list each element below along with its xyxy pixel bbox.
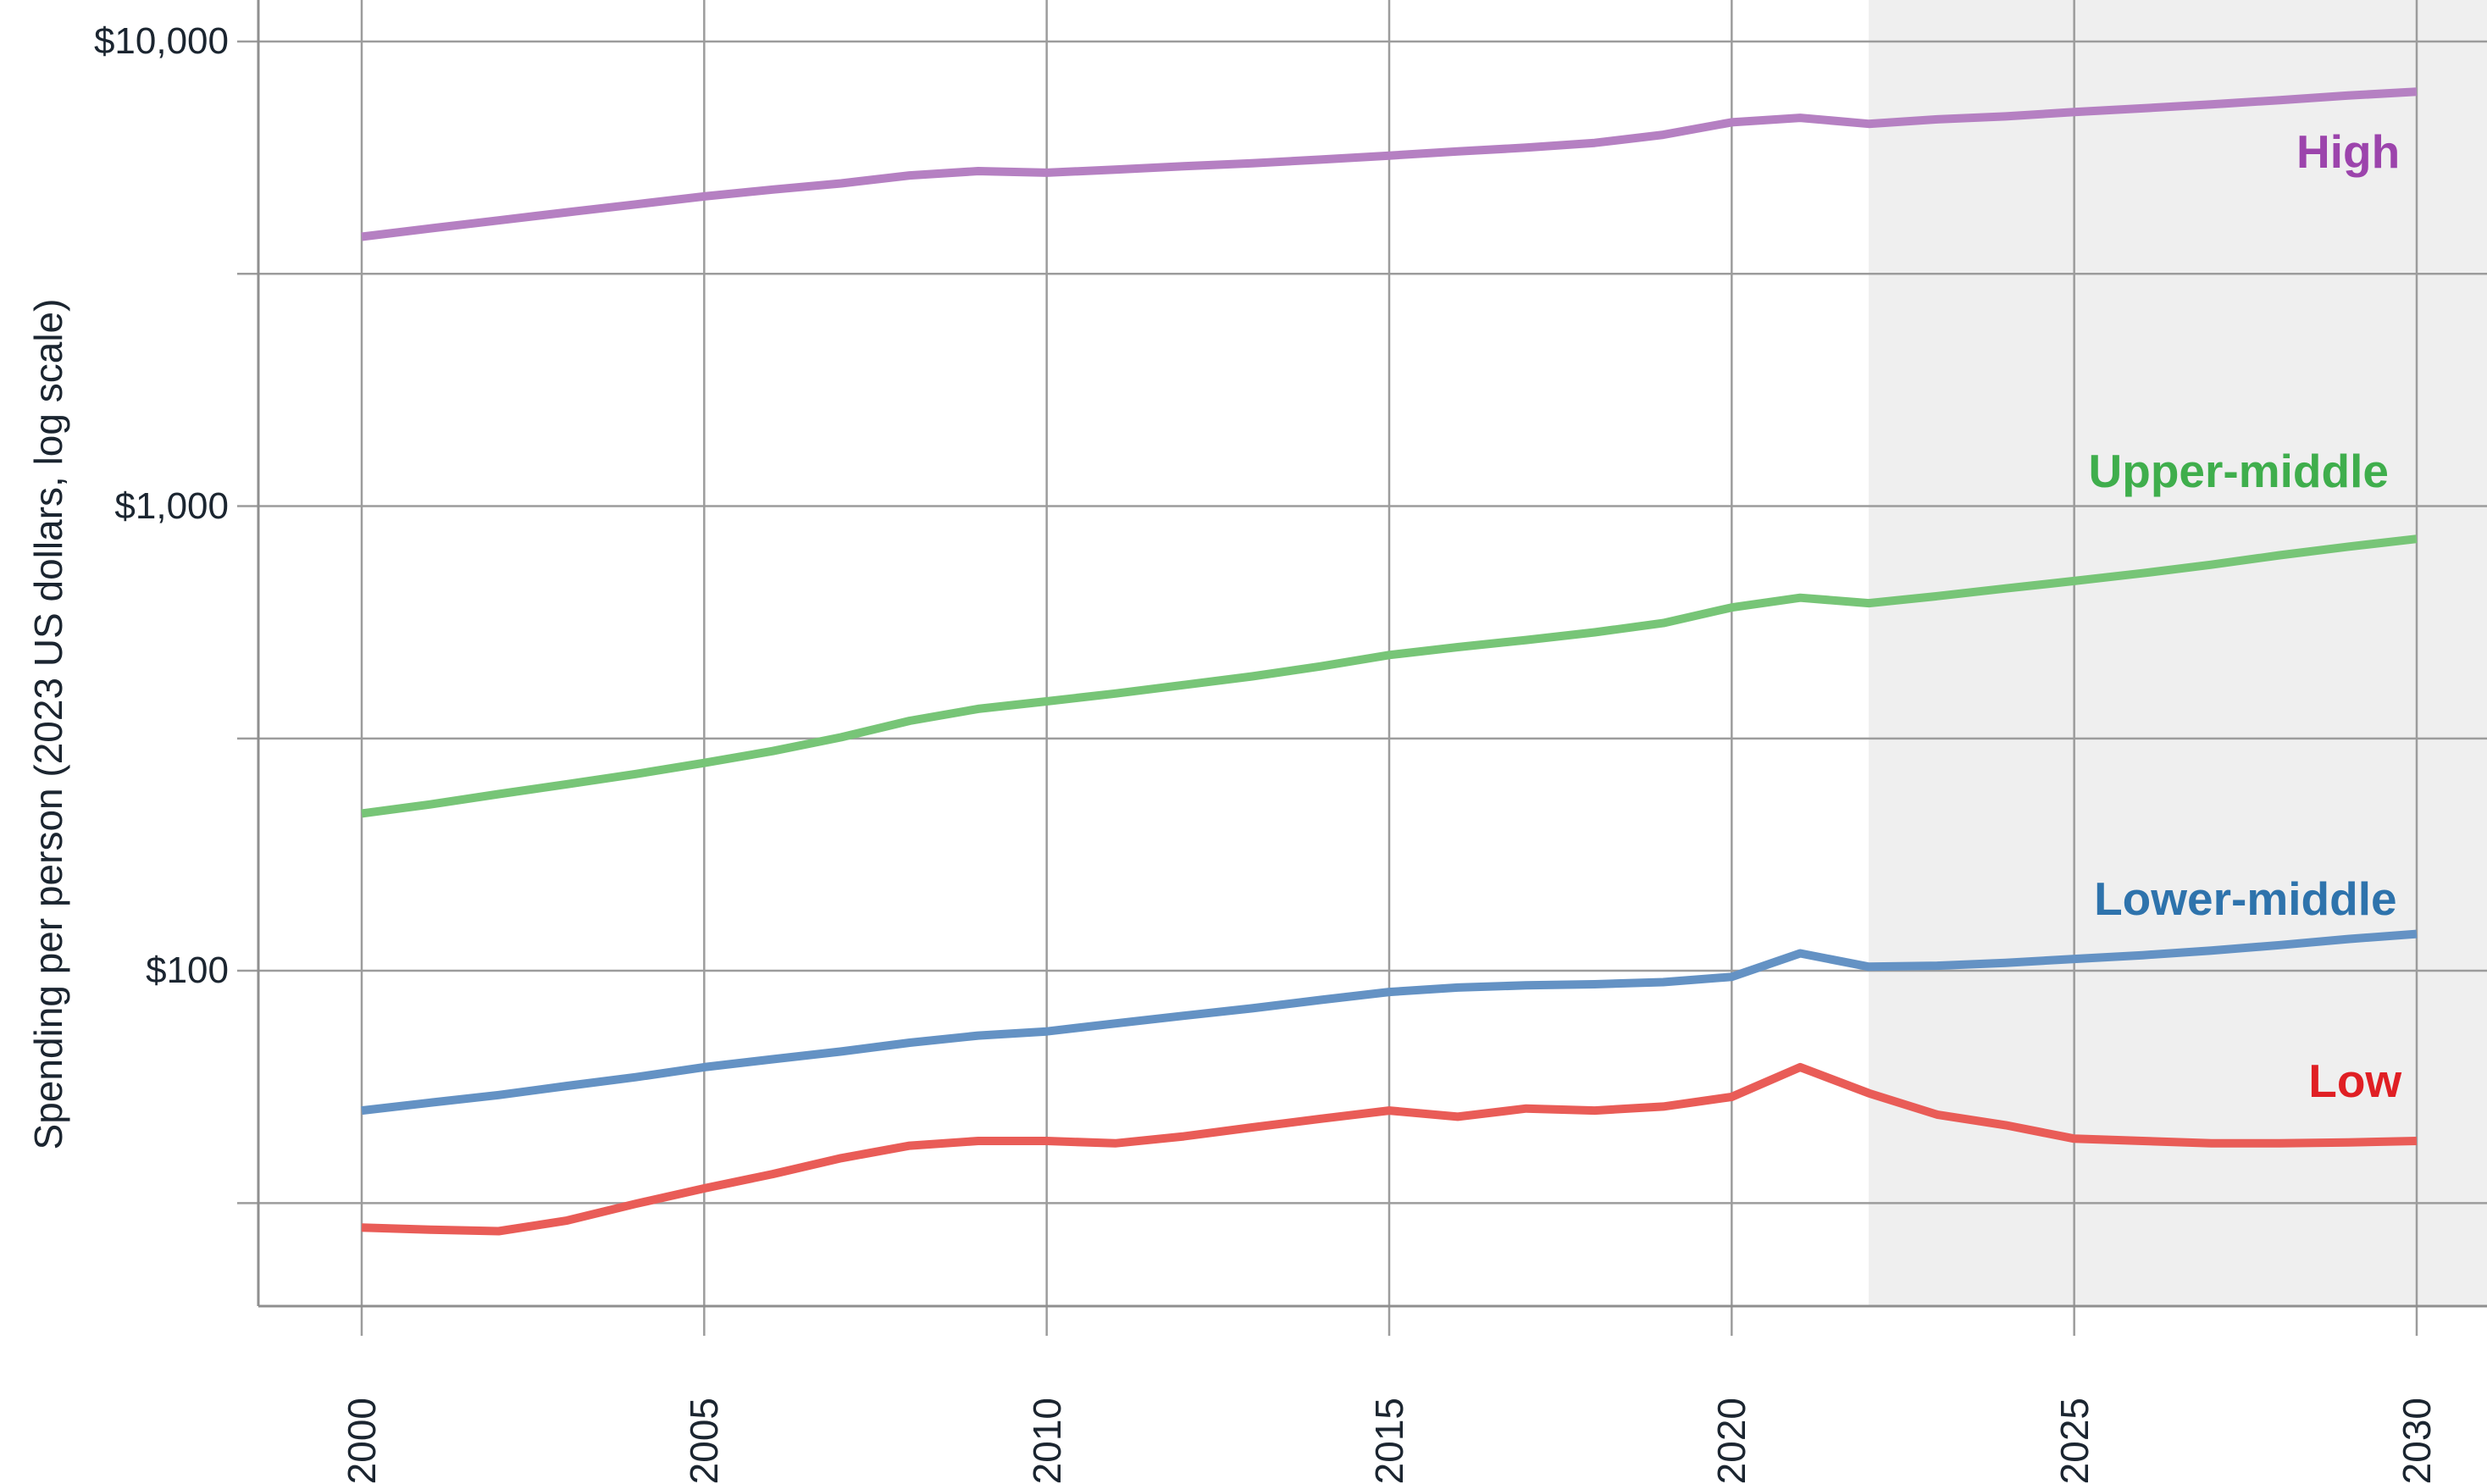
y-tick-label-1000: $1,000: [114, 485, 229, 527]
y-tick-label-100: $100: [146, 950, 229, 991]
x-tick-label-2005: 2005: [682, 1398, 727, 1484]
series-line-upper-middle: [361, 534, 2418, 818]
series-label-high: High: [2296, 125, 2401, 178]
series-label-lower-middle: Lower-middle: [2094, 872, 2397, 925]
x-tick-label-2015: 2015: [1367, 1398, 1411, 1484]
series-line-high: [361, 87, 2418, 241]
forecast-band: [1869, 0, 2487, 1306]
series-label-upper-middle: Upper-middle: [2088, 445, 2389, 498]
series-label-low: Low: [2308, 1054, 2402, 1107]
series-line-lower-middle: [361, 929, 2418, 1116]
y-axis-title: Spending per person (2023 US dollars, lo…: [26, 298, 70, 1150]
x-tick-label-2030: 2030: [2395, 1398, 2439, 1484]
x-tick-label-2025: 2025: [2052, 1398, 2097, 1484]
x-tick-label-2020: 2020: [1709, 1398, 1754, 1484]
x-tick-label-2010: 2010: [1024, 1398, 1069, 1484]
x-tick-label-2000: 2000: [340, 1398, 384, 1484]
series-line-low: [361, 1062, 2418, 1236]
y-tick-label-10000: $10,000: [93, 20, 229, 62]
